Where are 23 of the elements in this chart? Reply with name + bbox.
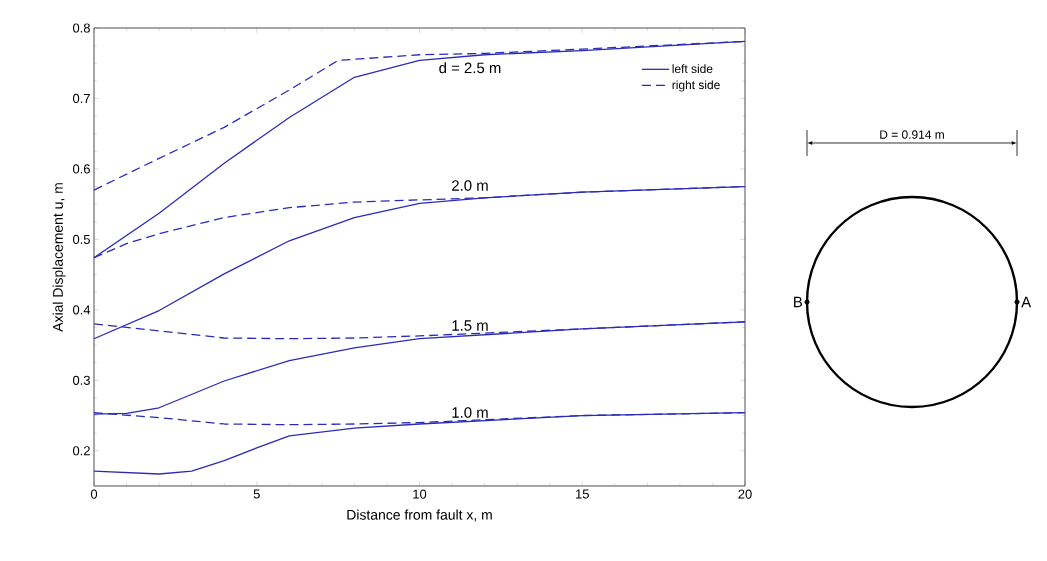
annotation: 1.5 m <box>452 320 488 331</box>
x-tick-label: 0 <box>90 489 98 499</box>
y-tick-label: 0.3 <box>72 375 90 385</box>
x-tick-label: 5 <box>253 489 260 499</box>
y-tick-label: 0.6 <box>72 164 90 174</box>
x-axis-title: Distance from fault x, m <box>347 509 492 522</box>
x-tick-label: 20 <box>738 489 752 499</box>
legend-label: left side <box>672 64 713 74</box>
text: D = 0.914 m <box>880 130 944 139</box>
y-tick-label: 0.5 <box>72 234 90 244</box>
x-tick-label: 15 <box>576 489 589 499</box>
y-tick-label: 0.4 <box>72 305 91 315</box>
y-axis-title: Axial Displacement u, m <box>52 183 66 332</box>
y-tick-label: 0.8 <box>72 23 90 33</box>
annotation: d = 2.5 m <box>439 62 501 74</box>
y-tick-label: 0.7 <box>72 93 90 104</box>
x-tick-label: 10 <box>413 489 427 499</box>
text: A <box>1021 296 1032 308</box>
annotation: 1.0 m <box>452 407 488 418</box>
legend-label: right side <box>672 80 720 92</box>
y-tick-label: 0.2 <box>72 446 90 456</box>
annotation: 2.0 m <box>452 180 488 191</box>
text: B <box>794 296 803 308</box>
